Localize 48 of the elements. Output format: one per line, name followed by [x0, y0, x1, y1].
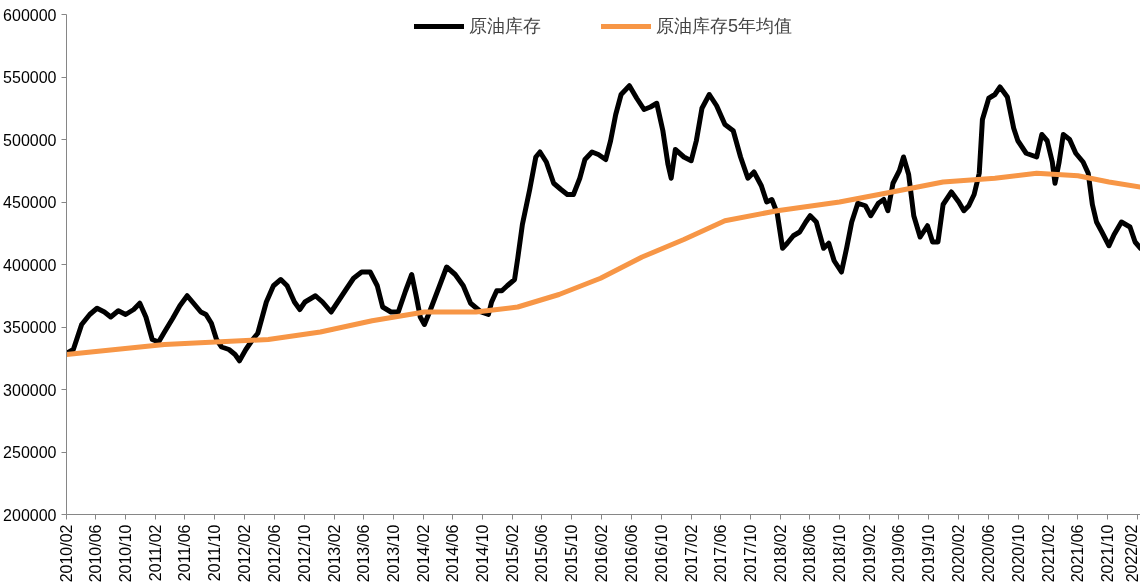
- x-tick-label: 2013/10: [384, 524, 402, 583]
- x-tick-label: 2012/06: [265, 524, 283, 583]
- x-tick-label: 2013/06: [355, 524, 373, 583]
- y-tick-label: 500000: [3, 131, 57, 149]
- x-tick-label: 2010/06: [87, 524, 105, 583]
- x-tick-label: 2012/10: [295, 524, 313, 583]
- x-tick-label: 2015/10: [563, 524, 581, 583]
- x-tick-label: 2011/06: [176, 524, 194, 582]
- x-tick-label: 2013/02: [325, 524, 343, 583]
- legend-label: 原油库存5年均值: [655, 15, 793, 38]
- x-tick-label: 2016/10: [652, 524, 670, 583]
- y-tick-label: 600000: [3, 6, 57, 24]
- x-tick-label: 2018/10: [831, 524, 849, 583]
- y-tick-label: 350000: [3, 319, 57, 336]
- y-tick-label: 300000: [3, 381, 57, 399]
- x-tick-label: 2021/10: [1098, 524, 1116, 583]
- x-tick-label: 2018/06: [801, 524, 819, 583]
- y-tick-label: 250000: [3, 444, 57, 461]
- x-tick-label: 2020/02: [950, 524, 968, 583]
- x-tick-label: 2017/10: [741, 524, 759, 583]
- x-tick-label: 2020/06: [979, 524, 997, 583]
- x-tick-label: 2019/10: [920, 524, 938, 583]
- x-tick-label: 2022/02: [1123, 524, 1140, 583]
- x-tick-label: 2017/02: [682, 524, 700, 583]
- x-tick-label: 2020/10: [1009, 524, 1027, 583]
- x-tick-label: 2011/02: [147, 524, 165, 582]
- x-tick-label: 2021/02: [1039, 524, 1057, 583]
- x-tick-label: 2019/06: [890, 524, 908, 583]
- x-tick-label: 2014/02: [414, 524, 432, 583]
- x-tick-label: 2010/10: [117, 524, 135, 583]
- legend-label: 原油库存: [468, 15, 541, 38]
- x-tick-label: 2015/02: [504, 524, 522, 583]
- x-tick-label: 2011/10: [206, 524, 224, 582]
- x-tick-label: 2021/06: [1068, 524, 1086, 583]
- x-tick-label: 2014/10: [474, 524, 492, 583]
- x-tick-label: 2017/06: [712, 524, 730, 583]
- x-tick-label: 2018/02: [771, 524, 789, 583]
- x-tick-label: 2014/06: [444, 524, 462, 583]
- y-tick-label: 450000: [3, 194, 57, 211]
- x-tick-label: 2019/02: [861, 524, 879, 583]
- y-tick-label: 400000: [3, 256, 57, 274]
- x-tick-label: 2015/06: [533, 524, 551, 583]
- y-tick-label: 550000: [3, 69, 57, 86]
- x-tick-label: 2016/02: [593, 524, 611, 583]
- x-tick-label: 2010/02: [58, 524, 75, 583]
- y-tick-label: 200000: [3, 506, 57, 524]
- x-tick-label: 2016/06: [622, 524, 640, 583]
- x-tick-label: 2012/02: [236, 524, 254, 583]
